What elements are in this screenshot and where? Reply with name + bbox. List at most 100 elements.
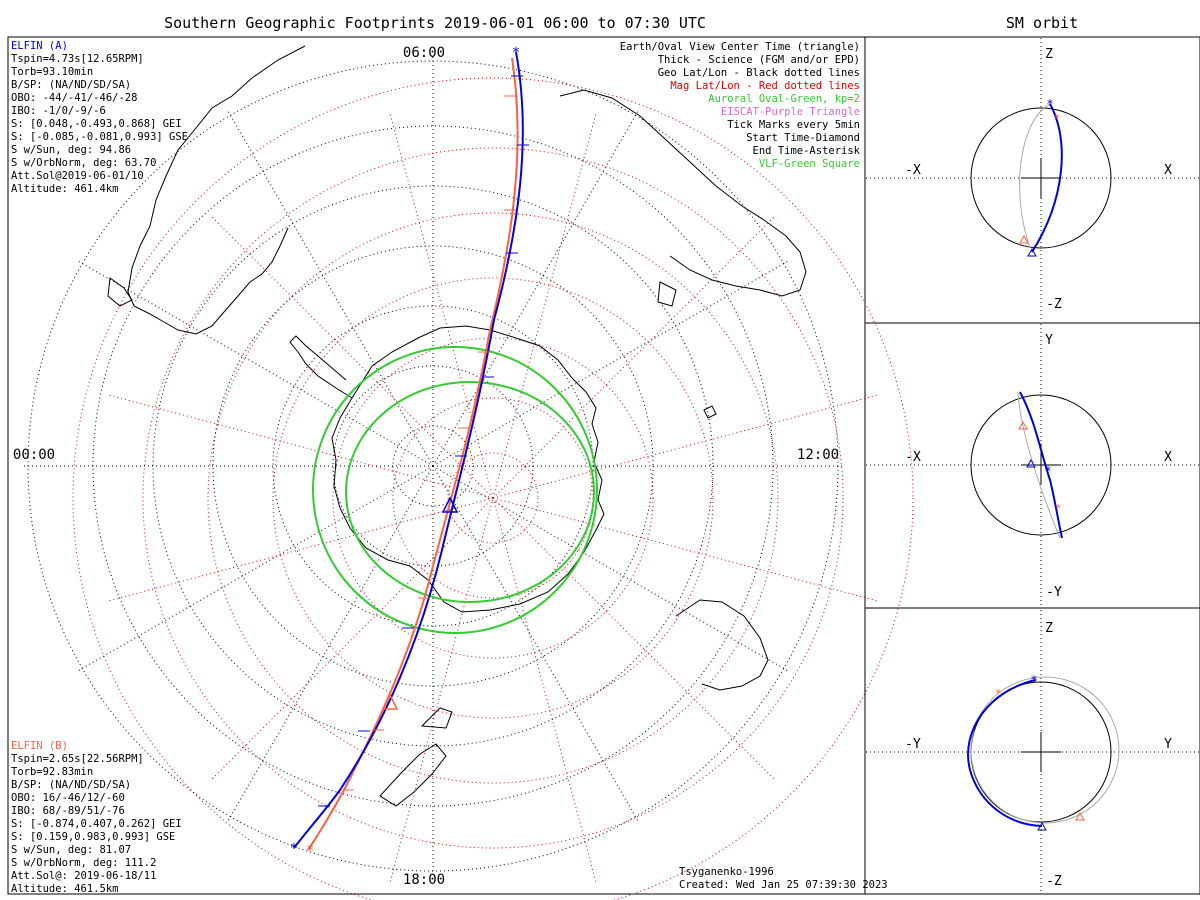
tasmania: [657, 281, 677, 307]
time-label-top: 06:00: [403, 45, 445, 61]
axis-label-left: -X: [905, 450, 921, 465]
tierra-del-fuego: [107, 277, 133, 307]
mag-latitude-circle: [207, 212, 779, 784]
elfin-a-line: S w/Sun, deg: 94.86: [11, 144, 131, 156]
model-label: Tsyganenko-1996: [679, 866, 774, 878]
elfin-b-center-triangle: [381, 693, 399, 710]
axis-label-bottom: -Z: [1046, 874, 1062, 889]
elfin-b-orbit-xz: [1019, 103, 1051, 249]
elfin-b-line: IBO: 68/-89/51/-76: [11, 805, 125, 817]
mag-longitude-line: [492, 111, 597, 499]
australia-coast: [559, 89, 807, 297]
axis-label-bottom: -Y: [1046, 585, 1062, 600]
elfin-a-line: Tspin=4.73s[12.65RPM]: [11, 53, 144, 65]
elfin-a-line: Att.Sol@2019-06-01/10: [11, 170, 144, 182]
elfin-a-line: OBO: -44/-41/-46/-28: [11, 92, 137, 104]
elfin-b-line: Tspin=2.65s[22.56RPM]: [11, 753, 144, 765]
mag-longitude-line: [106, 497, 494, 602]
polar-map: * * * 06:00 00:00 12:00 18:00: [13, 45, 914, 900]
elfin-b-line: Torb=92.83min: [11, 766, 93, 778]
time-label-bottom: 18:00: [403, 872, 445, 888]
time-label-right: 12:00: [797, 447, 839, 463]
mag-latitude-circle: [142, 147, 844, 849]
elfin-a-orbit-xy: [1019, 391, 1063, 539]
side-panel-frame: [864, 36, 1200, 895]
sm-orbit-panel-xz: * * Z -Z -X X: [866, 38, 1199, 322]
legend-entry: Tick Marks every 5min: [727, 119, 860, 131]
legend-entry: Mag Lat/Lon - Red dotted lines: [670, 80, 860, 92]
mag-latitude-circle: [72, 77, 914, 900]
geo-longitude-line: [432, 110, 639, 467]
main-title: Southern Geographic Footprints 2019-06-0…: [164, 14, 706, 32]
axis-label-left: -Y: [905, 737, 921, 752]
legend: Earth/Oval View Center Time (triangle) T…: [620, 41, 861, 170]
elfin-a-center-triangle: [441, 496, 459, 513]
earth-outline: [970, 394, 1112, 536]
elfin-b-line: S w/OrbNorm, deg: 111.2: [11, 857, 156, 869]
new-zealand-north: [420, 707, 453, 729]
earth-outline: [970, 107, 1112, 249]
axis-label-right: Y: [1164, 737, 1172, 752]
axis-label-top: Y: [1045, 333, 1053, 348]
legend-entry: Geo Lat/Lon - Black dotted lines: [658, 67, 860, 79]
africa-south: [675, 599, 769, 691]
time-label-left: 00:00: [13, 447, 55, 463]
elfin-a-line: IBO: -1/0/-9/-6: [11, 105, 106, 117]
side-title: SM orbit: [1006, 14, 1078, 32]
elfin-a-line: S: [-0.085,-0.081,0.993] GSE: [11, 131, 188, 143]
elfin-a-info: ELFIN (A) Tspin=4.73s[12.65RPM] Torb=93.…: [11, 40, 188, 195]
geo-grid: [23, 56, 843, 876]
svg-text:*: *: [995, 687, 1002, 700]
geo-longitude-line: [432, 465, 639, 822]
legend-entry: Earth/Oval View Center Time (triangle): [620, 41, 860, 53]
legend-entry: EISCAT-Purple Triangle: [721, 106, 860, 118]
elfin-a-line: B/SP: (NA/ND/SD/SA): [11, 79, 131, 91]
mag-longitude-line: [389, 111, 494, 499]
axis-label-right: X: [1164, 163, 1172, 178]
elfin-b-end-asterisk: *: [306, 843, 314, 859]
sm-orbit-panel-xy: * * Y -Y -X X: [866, 324, 1199, 607]
elfin-a-line: Torb=93.10min: [11, 66, 93, 78]
elfin-a-ticks: [318, 75, 529, 807]
axis-label-right: X: [1164, 450, 1172, 465]
elfin-a-line: S: [0.048,-0.493,0.868] GEI: [11, 118, 182, 130]
svg-text:*: *: [1054, 112, 1061, 125]
geo-longitude-line: [227, 110, 434, 467]
elfin-a-start-asterisk: *: [512, 45, 520, 61]
elfin-a-name: ELFIN (A): [11, 40, 68, 52]
mag-latitude-circle: [447, 452, 539, 544]
mag-longitude-line: [492, 497, 597, 885]
geo-longitude-line: [432, 260, 789, 467]
axis-label-bottom: -Z: [1046, 297, 1062, 312]
elfin-a-orbit-yz: [967, 679, 1043, 827]
legend-entry: Auroral Oval-Green, kp=2: [708, 93, 860, 105]
elfin-b-info: ELFIN (B) Tspin=2.65s[22.56RPM] Torb=92.…: [11, 740, 182, 895]
mag-latitude-circle: [272, 277, 714, 719]
geo-longitude-line: [227, 465, 434, 822]
auroral-oval-equatorward: [312, 346, 598, 634]
mag-longitude-line: [389, 497, 494, 885]
svg-text:*: *: [1055, 502, 1062, 515]
auroral-oval-poleward: [345, 381, 595, 603]
elfin-b-line: B/SP: (NA/ND/SD/SA): [11, 779, 131, 791]
svg-text:*: *: [1030, 673, 1037, 687]
satellite-tracks: * * *: [290, 45, 529, 859]
geo-longitude-line: [77, 465, 434, 672]
elfin-b-line: S: [0.159,0.983,0.993] GSE: [11, 831, 175, 843]
svg-text:*: *: [1044, 464, 1051, 478]
elfin-b-name: ELFIN (B): [11, 740, 68, 752]
kerguelen-islands: [703, 405, 717, 419]
elfin-a-line: S w/OrbNorm, deg: 63.70: [11, 157, 156, 169]
elfin-b-line: Att.Sol@: 2019-06-18/11: [11, 870, 156, 882]
mag-longitude-line: [492, 394, 880, 499]
elfin-b-line: S w/Sun, deg: 81.07: [11, 844, 131, 856]
legend-entry: Start Time-Diamond: [746, 132, 860, 144]
elfin-b-ticks: [342, 95, 516, 791]
sm-orbit-panel-yz: * * Z -Z -Y Y: [866, 610, 1199, 893]
elfin-a-end-asterisk: *: [290, 841, 298, 857]
elfin-b-line: OBO: 16/-46/12/-60: [11, 792, 125, 804]
created-label: Created: Wed Jan 25 07:39:30 2023: [679, 879, 888, 891]
geo-longitude-line: [77, 260, 434, 467]
elfin-b-orbit-yz: [970, 676, 1120, 824]
